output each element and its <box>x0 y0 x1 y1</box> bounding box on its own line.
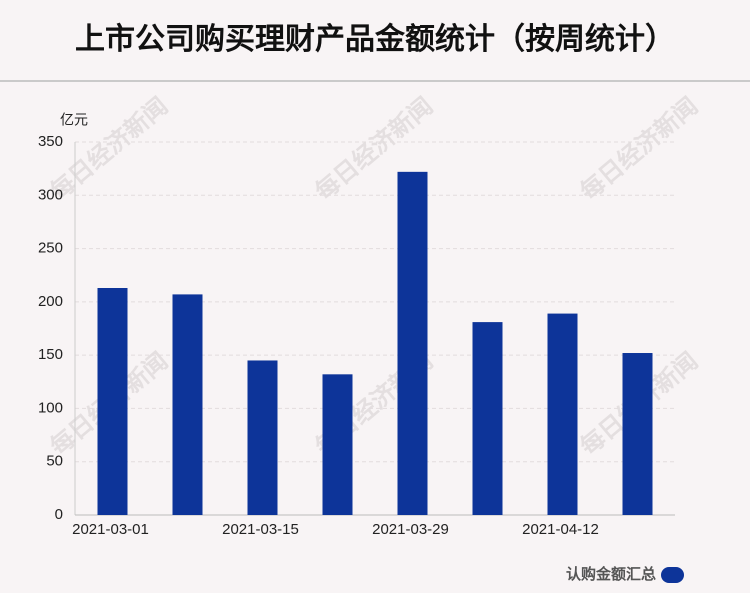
chart-title: 上市公司购买理财产品金额统计（按周统计） <box>75 22 675 56</box>
y-tick-label: 350 <box>38 133 63 150</box>
x-tick-label: 2021-03-15 <box>222 521 299 538</box>
bar <box>622 353 653 515</box>
x-tick-label: 2021-04-12 <box>522 521 599 538</box>
bar <box>322 374 353 515</box>
bar <box>97 288 128 515</box>
y-tick-label: 250 <box>38 240 63 257</box>
y-tick-label: 150 <box>38 346 63 363</box>
y-tick-label: 50 <box>46 453 63 470</box>
x-tick-label: 2021-03-01 <box>72 521 149 538</box>
legend-label: 认购金额汇总 <box>566 565 656 583</box>
y-tick-label: 300 <box>38 186 63 203</box>
y-tick-label: 100 <box>38 399 63 416</box>
bar <box>397 171 428 515</box>
y-tick-label: 0 <box>55 506 63 523</box>
x-tick-label: 2021-03-29 <box>372 521 449 538</box>
legend-swatch <box>661 567 684 583</box>
bar <box>547 313 578 515</box>
bar <box>172 294 203 515</box>
y-unit: 亿元 <box>60 112 88 128</box>
bar <box>472 322 503 515</box>
y-tick-label: 200 <box>38 293 63 310</box>
bar <box>247 360 278 515</box>
